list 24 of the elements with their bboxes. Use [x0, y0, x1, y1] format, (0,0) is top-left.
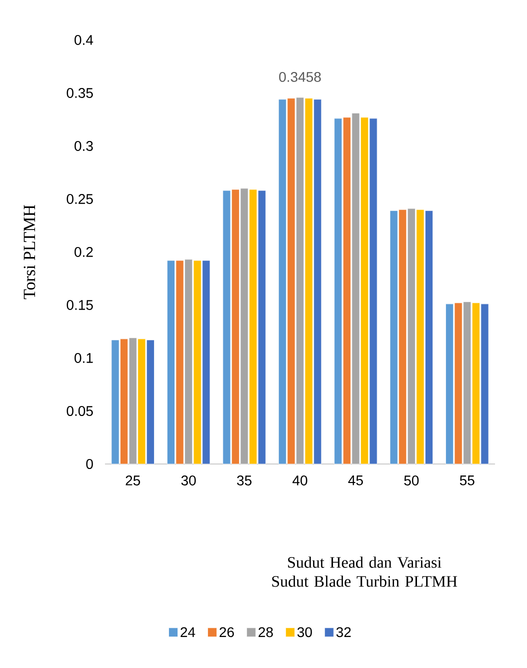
x-tick-label: 40: [292, 476, 308, 486]
y-tick-label: 0.4: [74, 35, 94, 45]
legend-label: 30: [297, 627, 312, 638]
x-tick-label: 55: [460, 476, 474, 486]
y-tick-label: 0.25: [66, 194, 93, 204]
x-tick-label: 50: [404, 476, 419, 486]
legend-label: 26: [220, 627, 234, 638]
x-tick-label: 30: [181, 476, 196, 486]
legend-label: 24: [180, 627, 196, 637]
x-axis-title: Sudut Head dan Variasi Sudut Blade Turbin PLTMH: [272, 556, 458, 587]
x-tick-label: 25: [126, 476, 140, 486]
y-tick-label: 0.35: [66, 88, 93, 98]
legend-label: 32: [336, 627, 351, 638]
legend-label: 28: [258, 627, 273, 638]
y-axis-title: Torsi PLTMH: [24, 204, 36, 300]
annotation: 0.3458: [279, 72, 321, 82]
y-tick-label: 0.1: [74, 353, 93, 363]
y-tick-label: 0.2: [74, 247, 93, 257]
x-tick-label: 45: [348, 476, 363, 486]
y-tick-label: 0.3: [74, 141, 93, 151]
x-tick-label: 35: [237, 476, 252, 486]
y-tick-label: 0.15: [66, 300, 93, 310]
y-tick-label: 0: [86, 459, 93, 469]
y-tick-label: 0.05: [66, 406, 93, 416]
